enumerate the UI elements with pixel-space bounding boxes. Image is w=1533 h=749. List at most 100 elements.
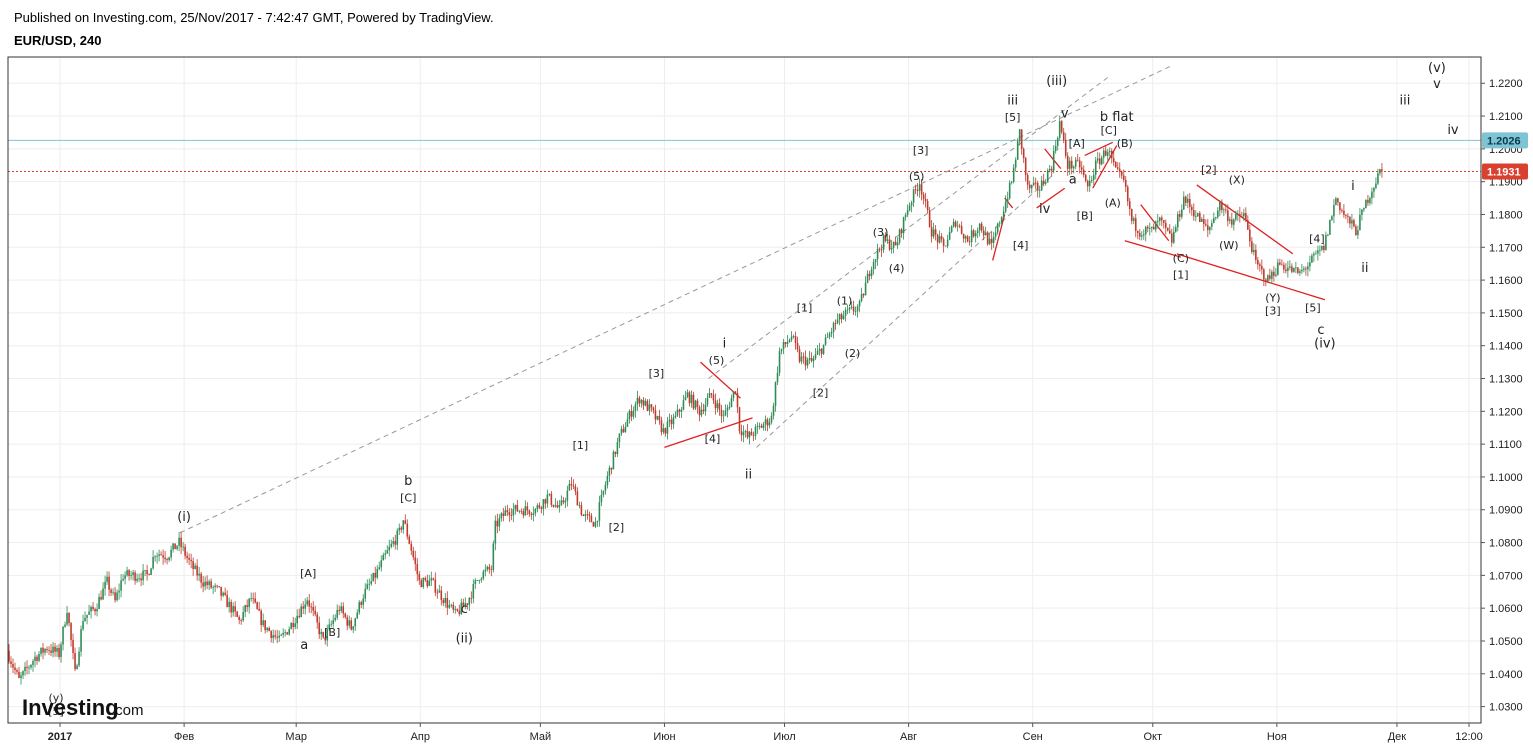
candle-body [386, 550, 389, 554]
candle-body [828, 333, 831, 337]
candle [174, 543, 176, 550]
candle-body [836, 319, 839, 324]
candle [464, 597, 467, 610]
candle [630, 404, 633, 422]
candle [1096, 151, 1099, 164]
candle-body [432, 578, 435, 580]
candle-body [168, 557, 170, 561]
candle [738, 406, 741, 434]
candle [1078, 157, 1081, 174]
candle [140, 572, 142, 587]
candle [490, 565, 493, 577]
candle [912, 188, 915, 208]
candle-body [1064, 139, 1067, 156]
candle [822, 344, 825, 355]
candle-body [1072, 166, 1075, 169]
candle-body [94, 609, 96, 612]
candle [506, 504, 509, 517]
candle-body [860, 294, 863, 302]
plot-frame [7, 56, 1482, 724]
candle-body [484, 569, 487, 572]
candle-body [720, 409, 723, 417]
candle-body [1327, 234, 1329, 236]
candle [1233, 218, 1235, 231]
candle [412, 546, 415, 561]
wave-label: (X) [1229, 173, 1245, 186]
candle-body [766, 419, 769, 426]
candle-body [88, 611, 90, 615]
candle [142, 564, 144, 586]
candle [482, 569, 485, 581]
candle [1287, 260, 1289, 278]
candle [480, 577, 483, 583]
candle-body [876, 248, 879, 260]
x-tick-label: Дек [1388, 731, 1407, 743]
candle-body [762, 424, 765, 428]
candle [162, 549, 164, 565]
candle-body [904, 214, 907, 218]
candle [858, 299, 861, 313]
candle-body [258, 608, 260, 611]
candle [1251, 237, 1253, 254]
candle-body [56, 647, 58, 652]
candle [1092, 168, 1095, 186]
candle [664, 427, 667, 437]
candle-body [1172, 231, 1175, 243]
candle [1080, 161, 1083, 175]
candle-body [588, 514, 591, 516]
candle-body [1014, 159, 1017, 168]
candle-body [708, 393, 711, 398]
candle-body [986, 232, 989, 245]
candle-body [354, 618, 357, 627]
wave-label: [C] [400, 492, 416, 505]
candle-body [504, 510, 507, 516]
candle [518, 510, 521, 514]
candle [1094, 156, 1097, 180]
candle [698, 405, 701, 422]
candle-body [1106, 152, 1109, 156]
candle [1008, 180, 1011, 200]
candle [378, 561, 381, 571]
candle [1217, 207, 1219, 219]
candle-body [424, 578, 427, 581]
y-tick-label: 1.1400 [1489, 341, 1523, 353]
candle [1126, 184, 1129, 206]
candle [64, 621, 66, 628]
candlestick-series [8, 115, 1383, 685]
candle [396, 528, 399, 551]
candle [1373, 186, 1375, 198]
candle-body [270, 630, 272, 639]
candle [504, 505, 507, 516]
candle [752, 431, 755, 442]
candle [1018, 128, 1021, 146]
candle-body [1102, 150, 1105, 158]
candle [260, 608, 262, 632]
candle-body [1215, 217, 1217, 219]
candle [682, 394, 685, 411]
candle-body [1170, 233, 1173, 243]
candle [1295, 261, 1297, 274]
candle-body [106, 576, 108, 582]
logo-suffix: .com [111, 702, 144, 719]
candle-body [124, 575, 126, 579]
candle-body [602, 490, 605, 495]
candle-body [596, 520, 599, 522]
candle [710, 392, 713, 399]
candle-body [72, 639, 74, 653]
candle-body [518, 510, 521, 512]
candle [386, 545, 389, 554]
candle-body [1329, 219, 1331, 235]
candle-body [122, 578, 124, 581]
candle-body [580, 505, 583, 515]
candle-body [214, 585, 216, 588]
candle [446, 591, 449, 615]
candle-body [76, 665, 78, 670]
candle [1170, 228, 1173, 247]
candle [802, 352, 805, 364]
candle-body [384, 553, 387, 555]
candle-body [392, 541, 395, 544]
candle [1042, 173, 1045, 187]
candle-body [818, 348, 821, 351]
candle [862, 293, 865, 298]
